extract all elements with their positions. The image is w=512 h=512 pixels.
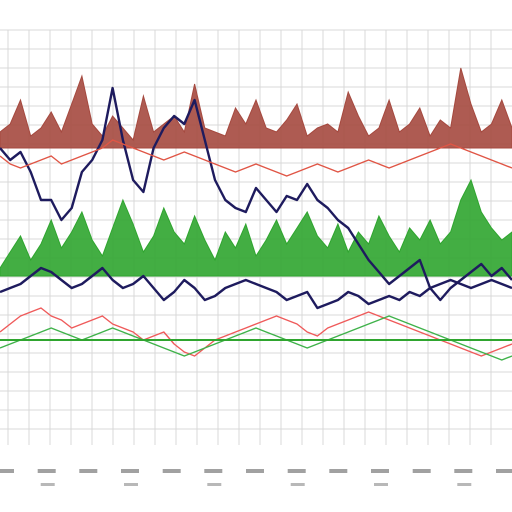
- x-tick-mark: [290, 483, 305, 486]
- x-tick-mark: [374, 483, 388, 486]
- series-line-6: [0, 315, 512, 361]
- x-tick-mark: [40, 483, 55, 486]
- x-tick-mark: [0, 469, 14, 473]
- series-area-1: [0, 178, 512, 277]
- series-line-5: [0, 307, 512, 357]
- series-area-0: [0, 67, 512, 149]
- series-line-2: [0, 86, 512, 302]
- series-line-3: [0, 139, 512, 177]
- x-tick-mark: [207, 483, 222, 486]
- x-tick-mark: [79, 469, 98, 473]
- x-tick-mark: [454, 469, 473, 473]
- x-tick-mark: [37, 469, 56, 473]
- x-tick-mark: [162, 469, 181, 473]
- x-tick-labels: [0, 469, 512, 486]
- x-tick-mark: [246, 469, 264, 473]
- x-tick-mark: [121, 469, 139, 473]
- x-tick-mark: [124, 483, 138, 486]
- x-tick-mark: [412, 469, 431, 473]
- x-tick-mark: [329, 469, 348, 473]
- x-tick-mark: [287, 469, 306, 473]
- x-tick-mark: [457, 483, 472, 486]
- series-line-4: [0, 266, 512, 310]
- x-tick-mark: [496, 469, 512, 473]
- x-tick-mark: [371, 469, 389, 473]
- x-tick-mark: [204, 469, 223, 473]
- series-group: [0, 67, 512, 361]
